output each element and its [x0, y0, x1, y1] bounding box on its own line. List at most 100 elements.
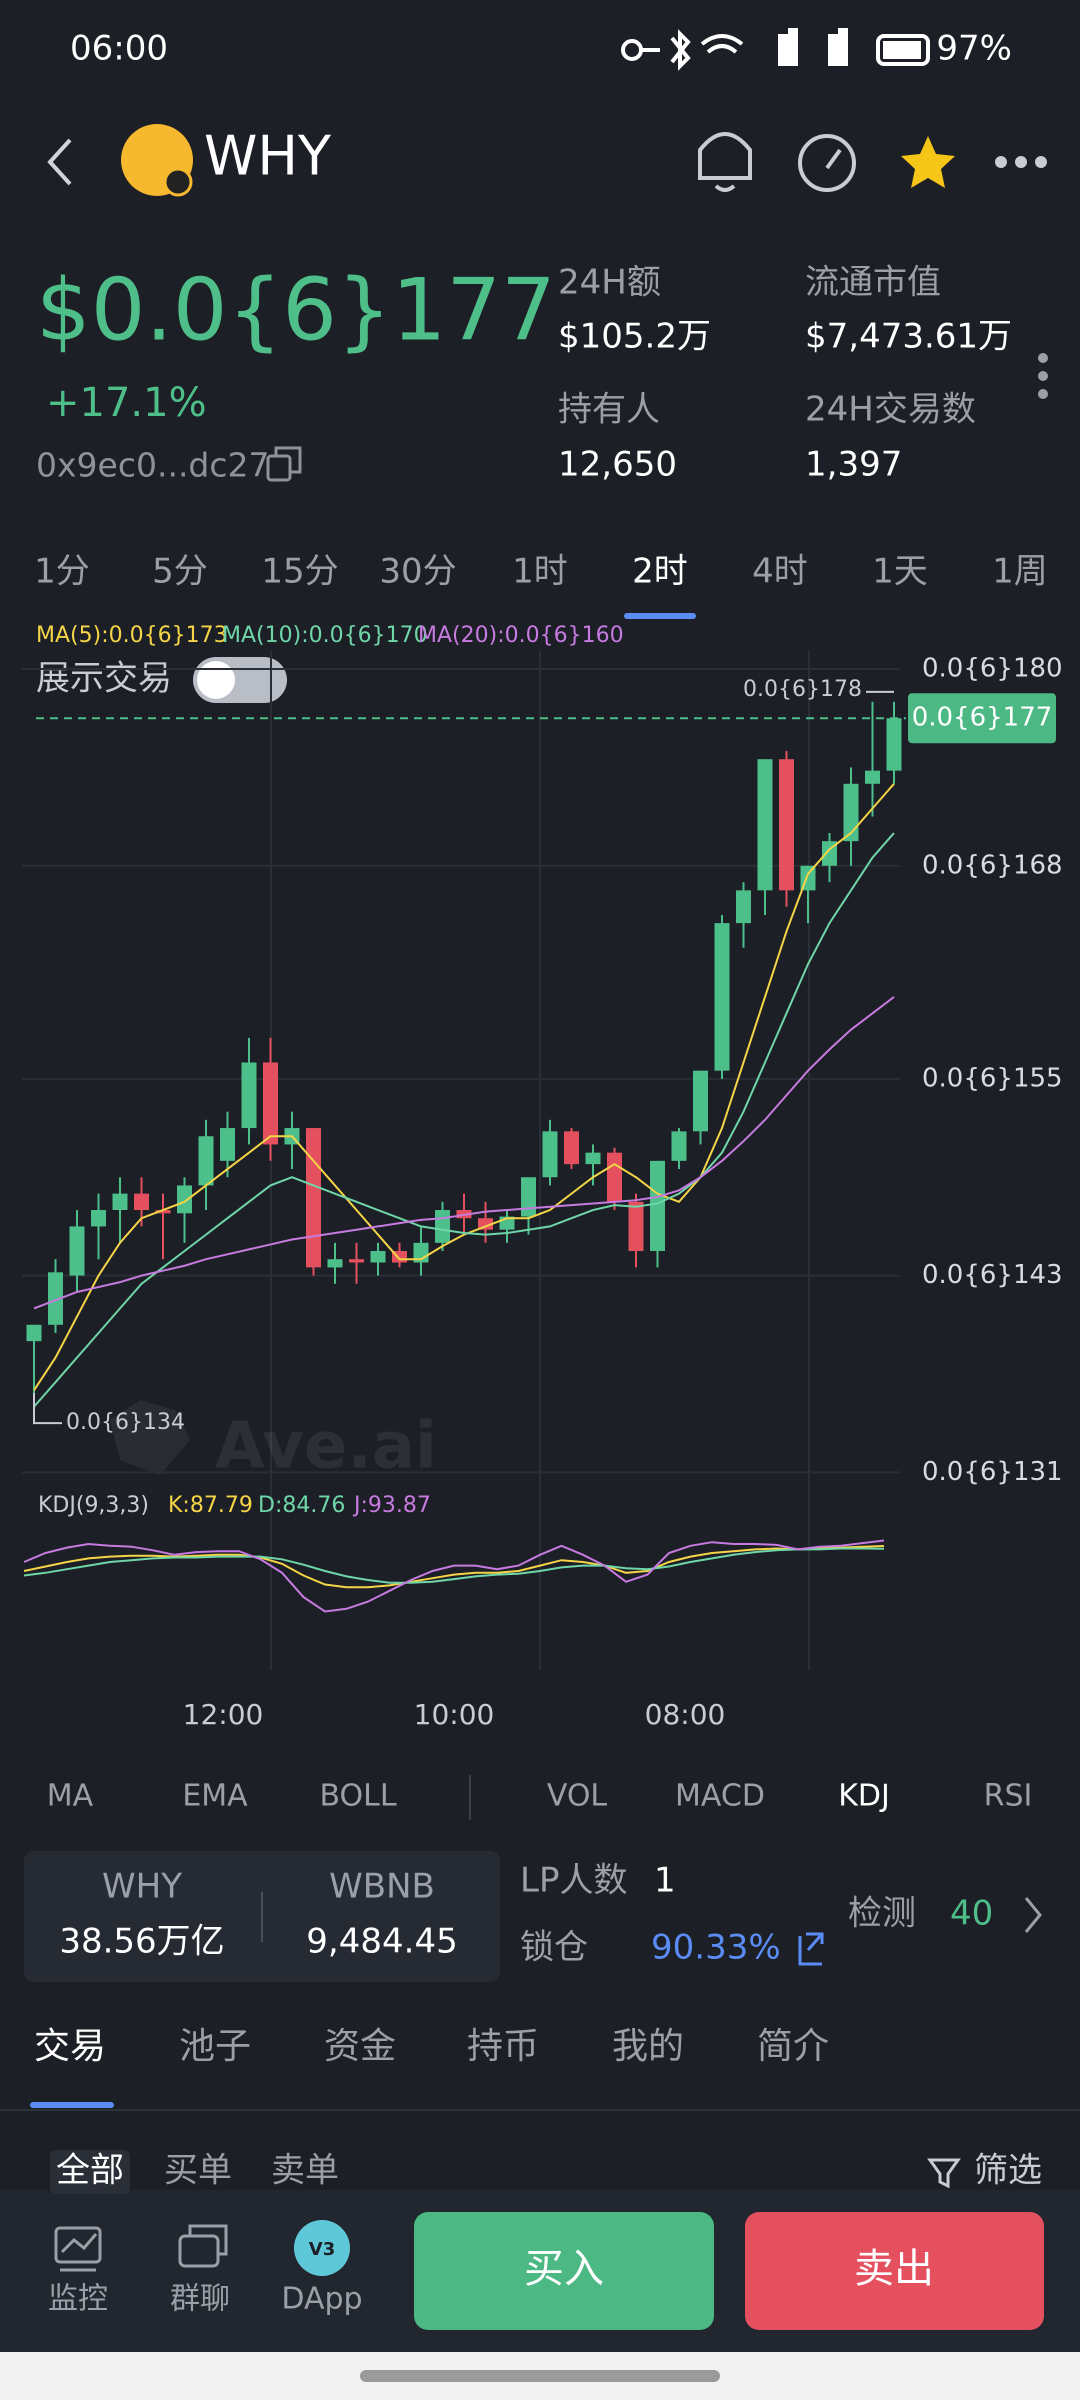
x-tick-label: 10:00	[414, 1698, 495, 1731]
bell-icon[interactable]	[698, 132, 752, 192]
stat-label: 流通市值	[805, 263, 941, 303]
candle-body	[155, 1210, 171, 1214]
y-tick-label: 0.0{6}180	[922, 654, 1063, 684]
filter-active-bg	[50, 2150, 130, 2194]
nav-item[interactable]: DApp	[281, 2282, 362, 2317]
stat-label: 24H交易数	[805, 390, 976, 430]
interval-tab[interactable]: 5分	[152, 552, 208, 592]
pool-amount: 9,484.45	[306, 1922, 457, 1962]
x-tick-label: 08:00	[645, 1698, 726, 1731]
check-arrow[interactable]	[1024, 1897, 1042, 1933]
indicator-tab[interactable]: BOLL	[319, 1779, 396, 1814]
candle-body	[607, 1152, 622, 1202]
indicator-tab[interactable]: RSI	[984, 1779, 1033, 1814]
nav-item[interactable]: 群聊	[170, 2282, 230, 2317]
stat-value: 12,650	[558, 445, 677, 485]
ma-line	[33, 996, 895, 1310]
low-mark-line	[33, 1393, 62, 1425]
sell-label[interactable]: 卖出	[854, 2246, 934, 2292]
y-tick-label: 0.0{6}155	[922, 1063, 1063, 1093]
interval-tab[interactable]: 1周	[992, 552, 1048, 592]
candle-body	[628, 1201, 644, 1252]
interval-tab[interactable]: 15分	[261, 552, 338, 592]
nav-icons	[54, 2224, 228, 2272]
filter-chip[interactable]: 全部	[56, 2151, 124, 2191]
kdj-legend: D:84.76	[258, 1493, 345, 1518]
interval-tab[interactable]: 4时	[752, 552, 808, 592]
low-mark-label: 0.0{6}134	[66, 1410, 185, 1435]
watermark: Ave.ai	[215, 1410, 437, 1484]
stat-value: 1,397	[805, 445, 902, 485]
y-tick-label: 0.0{6}143	[922, 1260, 1063, 1290]
interval-tab[interactable]: 1时	[512, 552, 568, 592]
y-tick-label: 0.0{6}131	[922, 1457, 1063, 1487]
candle-body	[478, 1218, 493, 1230]
candle-body	[220, 1128, 235, 1161]
external-link[interactable]	[798, 1932, 824, 1966]
section-tab[interactable]: 简介	[757, 2026, 829, 2067]
interval-tab[interactable]: 2时	[632, 552, 688, 592]
status-battery: 97%	[936, 29, 1012, 69]
candle-body	[263, 1062, 278, 1145]
back-button[interactable]	[47, 138, 72, 186]
nav-item[interactable]: 监控	[48, 2282, 108, 2317]
copy-icon[interactable]	[266, 446, 302, 482]
interval-tab[interactable]: 30分	[379, 552, 456, 592]
gauge-icon[interactable]	[798, 134, 856, 192]
stat-value: $7,473.61万	[805, 317, 1012, 357]
candle-body	[134, 1193, 149, 1211]
candle-body	[671, 1131, 687, 1161]
filter-icon[interactable]	[927, 2158, 961, 2189]
favorite-star[interactable]	[901, 136, 955, 188]
indicator-tab[interactable]: KDJ	[838, 1779, 890, 1814]
more-menu[interactable]	[1038, 353, 1048, 399]
show-trades-label: 展示交易	[36, 659, 172, 699]
interval-tab[interactable]: 1分	[34, 552, 90, 592]
section-tab[interactable]: 我的	[612, 2026, 684, 2067]
indicator-tab[interactable]: VOL	[547, 1779, 608, 1814]
candle-body	[48, 1272, 63, 1325]
buy-label[interactable]: 买入	[524, 2246, 604, 2292]
candle-body	[693, 1070, 708, 1132]
candle-body	[736, 890, 751, 924]
filter-chip[interactable]: 买单	[164, 2151, 232, 2191]
indicator-tab[interactable]: EMA	[182, 1779, 248, 1814]
candle-body	[435, 1210, 450, 1243]
watermark-logo	[110, 1400, 190, 1475]
candle-body	[564, 1131, 579, 1165]
home-indicator[interactable]	[360, 2370, 720, 2382]
filter-button[interactable]: 筛选	[974, 2151, 1042, 2191]
toggle-knob	[197, 661, 235, 699]
tab-underline	[30, 2102, 114, 2108]
ma-legend: MA(10):0.0{6}170	[222, 623, 428, 648]
section-tab[interactable]: 资金	[324, 2026, 396, 2067]
section-tab[interactable]: 持币	[467, 2026, 539, 2067]
indicator-tab[interactable]: MA	[47, 1779, 94, 1814]
sell-button[interactable]	[745, 2212, 1044, 2330]
section-tab[interactable]: 交易	[34, 2026, 106, 2067]
high-mark-label: 0.0{6}178	[743, 677, 862, 702]
price: $0.0{6}177	[36, 260, 556, 360]
candle-body	[521, 1177, 536, 1217]
kdj-legend: K:87.79	[168, 1493, 253, 1518]
kdj-line	[23, 1544, 885, 1589]
last-price-tag	[908, 693, 1056, 744]
kdj-legend: J:93.87	[352, 1493, 431, 1518]
header-icons	[698, 132, 1047, 192]
check-value: 40	[950, 1894, 993, 1934]
indicator-tab[interactable]: MACD	[675, 1779, 765, 1814]
token-name: WHY	[204, 125, 332, 188]
pool-token: WHY	[102, 1867, 182, 1907]
last-price-label: 0.0{6}177	[912, 703, 1053, 733]
interval-tab[interactable]: 1天	[872, 552, 928, 592]
stat-value: $105.2万	[558, 317, 711, 357]
filter-chip[interactable]: 卖单	[271, 2151, 339, 2191]
buy-button[interactable]	[414, 2212, 714, 2330]
stat-label: 持有人	[558, 390, 660, 430]
kdj-title: KDJ(9,3,3)	[38, 1493, 149, 1518]
ma-line	[33, 832, 895, 1408]
section-tab[interactable]: 池子	[179, 2026, 251, 2067]
candle-body	[370, 1251, 386, 1263]
